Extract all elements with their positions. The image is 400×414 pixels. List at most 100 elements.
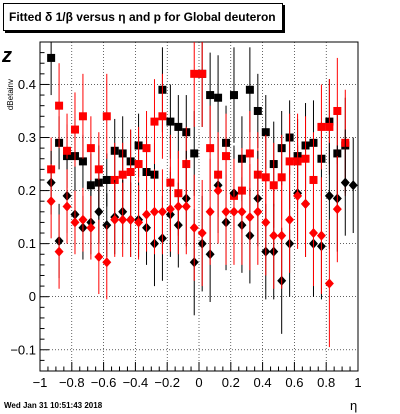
x-tick-label: −0.2	[154, 375, 180, 390]
data-point-square	[70, 125, 79, 134]
data-point-diamond	[308, 228, 318, 239]
data-point-diamond	[70, 217, 80, 228]
data-point-square	[78, 157, 87, 166]
data-point-diamond	[261, 217, 271, 228]
data-point-square	[134, 160, 143, 169]
data-point-square	[118, 170, 127, 179]
data-point-diamond	[126, 214, 136, 225]
x-tick-label: 0.4	[254, 375, 272, 390]
data-point-square	[190, 149, 199, 158]
data-point-square	[317, 122, 326, 131]
data-point-square	[206, 144, 215, 153]
data-point-diamond	[134, 217, 144, 228]
data-markers	[46, 42, 358, 348]
x-tick-label: −0.6	[91, 375, 117, 390]
data-point-square	[333, 106, 342, 115]
data-point-diamond	[86, 222, 96, 233]
data-point-square	[245, 149, 254, 158]
series-3	[46, 137, 342, 348]
data-point-square	[222, 152, 231, 161]
data-point-diamond	[173, 201, 183, 212]
y-axis-label: z dBetainv	[2, 45, 24, 155]
data-point-diamond	[54, 246, 64, 257]
series-0	[47, 42, 350, 220]
data-point-square	[206, 91, 215, 100]
data-point-diamond	[118, 214, 128, 225]
data-point-diamond	[285, 214, 295, 225]
x-tick-label: 0.6	[285, 375, 303, 390]
y-tick-label: 0.2	[18, 183, 36, 198]
data-point-square	[285, 157, 294, 166]
data-point-square	[142, 144, 151, 153]
data-point-square	[150, 117, 159, 126]
data-point-square	[158, 112, 167, 121]
data-point-diamond	[324, 190, 334, 201]
data-point-square	[126, 168, 135, 177]
data-point-diamond	[62, 201, 72, 212]
y-tick-label: 0.4	[18, 77, 36, 92]
data-point-square	[198, 69, 207, 78]
data-point-square	[261, 128, 270, 137]
y-tick-label: −0.1	[10, 342, 36, 357]
y-axis-label-sub: dBetainv	[6, 79, 15, 111]
data-point-diamond	[197, 228, 207, 239]
data-point-diamond	[340, 177, 350, 188]
x-tick-label: 0	[195, 375, 202, 390]
x-axis-label: η	[350, 398, 358, 413]
data-point-square	[166, 117, 175, 126]
data-point-diamond	[229, 206, 239, 217]
data-point-square	[253, 106, 262, 115]
timestamp: Wed Jan 31 10:51:43 2018	[4, 401, 103, 410]
data-point-diamond	[301, 198, 311, 209]
data-point-diamond	[94, 206, 104, 217]
chart-title: Fitted δ 1/β versus η and p for Global d…	[3, 3, 283, 31]
data-point-square	[245, 85, 254, 94]
data-point-diamond	[165, 204, 175, 215]
data-point-square	[102, 112, 111, 121]
y-tick-label: 0.3	[18, 130, 36, 145]
data-point-diamond	[324, 278, 334, 289]
data-point-diamond	[348, 180, 358, 191]
data-point-square	[190, 69, 199, 78]
data-point-diamond	[221, 206, 231, 217]
data-point-square	[94, 165, 103, 174]
data-point-diamond	[102, 257, 112, 268]
data-point-diamond	[205, 206, 215, 217]
data-point-square	[86, 144, 95, 153]
data-point-diamond	[213, 185, 223, 196]
y-axis-ticks: −0.1 0 0.1 0.2 0.3 0.4	[10, 41, 49, 372]
chart-title-text: Fitted δ 1/β versus η and p for Global d…	[9, 10, 276, 24]
data-point-square	[63, 146, 72, 155]
x-tick-label: −1	[33, 375, 48, 390]
data-point-diamond	[110, 214, 120, 225]
x-tick-label: 0.2	[222, 375, 240, 390]
data-point-diamond	[332, 204, 342, 215]
y-tick-label: 0	[29, 289, 36, 304]
data-point-diamond	[189, 222, 199, 233]
data-point-diamond	[253, 206, 263, 217]
x-tick-label: −0.8	[59, 375, 85, 390]
data-point-diamond	[149, 206, 159, 217]
data-point-square	[47, 53, 56, 62]
data-point-diamond	[277, 230, 287, 241]
data-point-square	[229, 91, 238, 100]
data-point-square	[78, 112, 87, 121]
data-point-diamond	[157, 206, 167, 217]
y-axis-label-main: z	[2, 45, 12, 67]
data-point-square	[55, 101, 64, 110]
data-point-square	[277, 173, 286, 182]
grid-lines	[40, 42, 358, 371]
x-axis-ticks: −1 −0.8 −0.6 −0.4 −0.2 0 0.2 0.4 0.6 0.8 1	[33, 362, 362, 390]
data-point-square	[174, 122, 183, 131]
data-point-square	[102, 175, 111, 184]
data-point-diamond	[46, 196, 56, 207]
data-point-diamond	[245, 212, 255, 223]
data-point-diamond	[316, 230, 326, 241]
data-point-diamond	[94, 251, 104, 262]
x-tick-label: −0.4	[123, 375, 149, 390]
data-point-diamond	[181, 201, 191, 212]
y-tick-label: 0.1	[18, 236, 36, 251]
data-point-square	[325, 122, 334, 131]
data-point-diamond	[293, 190, 303, 201]
